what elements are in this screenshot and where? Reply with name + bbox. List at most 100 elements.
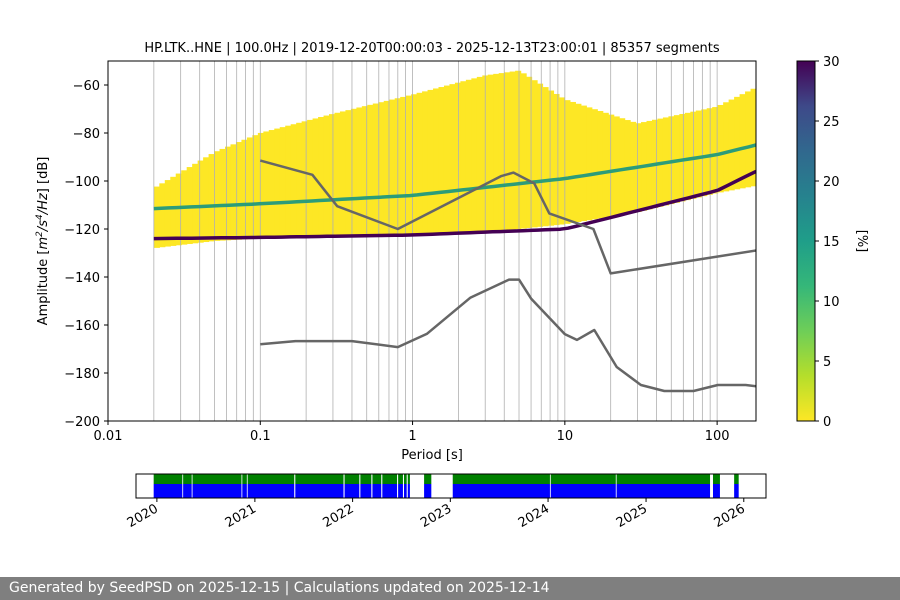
coverage-bar-lower	[247, 484, 295, 498]
timeline-tick-label: 2024	[516, 501, 552, 531]
heatmap-cell	[153, 186, 160, 248]
coverage-bar-lower	[424, 484, 432, 498]
coverage-bar-lower	[616, 484, 711, 498]
heatmap-cell	[159, 183, 166, 248]
x-tick-label: 10	[557, 429, 574, 444]
heatmap-cell	[575, 103, 582, 223]
heatmap-cell	[389, 99, 396, 235]
chart-title: HP.LTK..HNE | 100.0Hz | 2019-12-20T00:00…	[144, 41, 720, 56]
coverage-bar-lower	[398, 484, 403, 498]
heatmap-cell	[684, 112, 691, 201]
heatmap-cell	[361, 106, 368, 236]
heatmap-cell	[301, 121, 308, 238]
heatmap-cell	[460, 81, 467, 233]
heatmap-cell	[208, 154, 215, 242]
heatmap-cell	[717, 104, 724, 193]
coverage-bar-upper	[452, 474, 550, 484]
heatmap-cell	[318, 117, 325, 237]
coverage-bar-upper	[360, 474, 372, 484]
x-tick-label: 0.1	[250, 429, 271, 444]
heatmap-cell	[405, 95, 412, 234]
heatmap-cell	[433, 88, 440, 234]
heatmap-cell	[230, 144, 237, 241]
heatmap-cell	[367, 104, 374, 236]
psd-figure: HP.LTK..HNE | 100.0Hz | 2019-12-20T00:00…	[35, 41, 869, 531]
colorbar-tick-label: 20	[823, 175, 840, 190]
heatmap-cell	[268, 130, 275, 239]
heatmap-cell	[619, 118, 626, 215]
heatmap-cell	[734, 96, 741, 190]
heatmap-cell	[443, 85, 451, 233]
heatmap-cell	[723, 102, 730, 192]
heatmap-cell	[679, 113, 686, 202]
heatmap-cell	[427, 89, 434, 234]
heatmap-cell	[170, 176, 177, 246]
colorbar-tick-label: 15	[823, 235, 840, 250]
heatmap-cell	[515, 70, 522, 230]
noise-model-line	[260, 278, 756, 393]
heatmap-cell	[257, 132, 264, 239]
timeline-tick-label: 2025	[614, 501, 650, 531]
heatmap-cell	[252, 135, 259, 239]
colorbar-tick-label: 10	[823, 295, 840, 310]
coverage-bar-upper	[242, 474, 247, 484]
colorbar-gradient	[797, 61, 815, 421]
heatmap-cell	[400, 96, 407, 235]
heatmap-cell	[285, 125, 292, 238]
coverage-bar-lower	[360, 484, 372, 498]
heatmap-cell	[537, 83, 544, 227]
y-tick-label: −100	[64, 175, 100, 190]
coverage-bar-upper	[424, 474, 432, 484]
coverage-bar-upper	[404, 474, 407, 484]
heatmap-cell	[591, 109, 598, 220]
coverage-bar-upper	[183, 474, 192, 484]
y-tick-label: −180	[64, 367, 100, 382]
x-tick-label: 1	[408, 429, 416, 444]
coverage-bar-upper	[372, 474, 382, 484]
y-axis: −200 −180 −160 −140 −120 −100 −80 −60	[64, 79, 108, 430]
heatmap-cell	[263, 131, 270, 239]
timeline-tick-label: 2022	[320, 501, 356, 531]
heatmap-cell	[498, 73, 505, 231]
coverage-bar-lower	[153, 484, 183, 498]
coverage-bar-upper	[192, 474, 242, 484]
heatmap-cell	[487, 74, 494, 232]
heatmap-cell	[728, 99, 735, 191]
coverage-bar-lower	[192, 484, 242, 498]
heatmap-cell	[225, 146, 232, 241]
plot-frame	[107, 60, 757, 422]
coverage-bar-upper	[712, 474, 720, 484]
coverage-bar-lower	[183, 484, 192, 498]
x-tick-label: 100	[705, 429, 730, 444]
heatmap-cell	[673, 115, 680, 203]
timeline-frame	[135, 473, 767, 499]
heatmap-cell	[569, 101, 576, 223]
colorbar-axis: 0 5 10 15 20 25 30	[815, 55, 840, 430]
heatmap-cell	[334, 112, 341, 237]
coverage-bar-lower	[344, 484, 360, 498]
heatmap-cell	[296, 122, 303, 238]
heatmap-cell	[712, 107, 719, 194]
coverage-bar-lower	[295, 484, 344, 498]
heatmap-cell	[520, 73, 527, 229]
colorbar-tick-label: 5	[823, 355, 831, 370]
heatmap-cell	[580, 105, 587, 222]
timeline-tick-label: 2020	[125, 501, 161, 531]
colorbar-tick-label: 30	[823, 55, 840, 70]
heatmap-cell	[701, 109, 708, 197]
data-coverage-timeline	[153, 474, 739, 498]
heatmap-cell	[504, 72, 511, 230]
footer-text: Generated by SeedPSD on 2025-12-15 | Cal…	[9, 580, 550, 596]
heatmap-cell	[350, 108, 357, 236]
timeline-tick-label: 2021	[223, 501, 259, 531]
heatmap-cell	[290, 124, 297, 238]
heatmap-cell	[411, 94, 418, 234]
x-tick-label: 0.01	[94, 429, 123, 444]
heatmap-cell	[438, 87, 445, 233]
heatmap-cell	[164, 180, 171, 247]
heatmap-cell	[564, 100, 571, 224]
heatmap-cell	[192, 163, 199, 244]
y-tick-label: −120	[64, 223, 100, 238]
heatmap-cell	[329, 114, 336, 237]
coverage-bar-upper	[550, 474, 616, 484]
